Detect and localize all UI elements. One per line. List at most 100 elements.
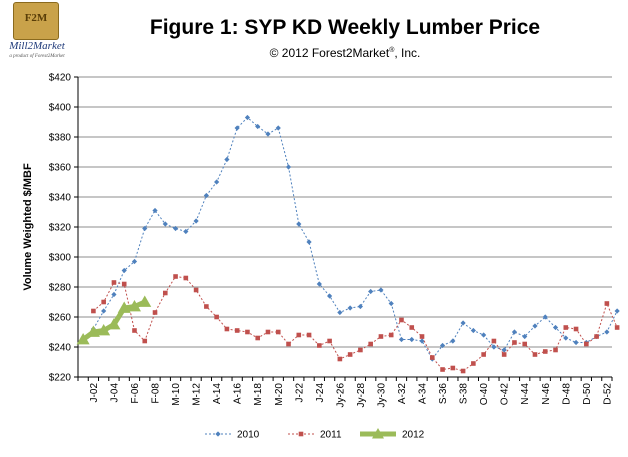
y-tick-label: $420 <box>49 73 72 84</box>
data-point <box>409 325 415 330</box>
y-tick-label: $240 <box>49 343 72 354</box>
data-point <box>481 332 487 338</box>
data-point <box>193 218 199 224</box>
data-point <box>296 332 302 338</box>
legend-label: 2010 <box>237 430 260 441</box>
y-tick-label: $300 <box>49 253 72 264</box>
data-point <box>450 365 456 371</box>
x-tick-label: S-36 <box>438 383 449 405</box>
data-point <box>378 287 384 293</box>
data-point <box>244 114 251 121</box>
series-2011 <box>91 274 620 374</box>
series-2012 <box>76 295 152 345</box>
data-point <box>286 341 291 347</box>
data-point <box>326 293 333 299</box>
subtitle-registered-mark: ® <box>389 47 395 54</box>
x-tick-label: Jy-28 <box>356 383 367 408</box>
data-point <box>450 338 456 344</box>
data-point <box>573 326 579 332</box>
data-point <box>285 164 292 170</box>
data-point <box>306 239 312 245</box>
x-tick-label: M-12 <box>192 383 203 406</box>
legend-label: 2011 <box>320 430 342 441</box>
y-axis-label: Volume Weighted $/MBF <box>22 163 34 291</box>
logo-badge: F2M <box>13 2 59 40</box>
x-tick-label: J-02 <box>89 383 100 403</box>
data-point <box>491 338 497 344</box>
data-point <box>162 290 168 296</box>
x-tick-label: D-52 <box>602 383 613 405</box>
x-tick-label: N-44 <box>520 383 531 405</box>
logo-tagline: a product of Forest2Market <box>9 54 65 59</box>
y-tick-label: $380 <box>49 133 72 144</box>
data-point <box>255 123 261 130</box>
data-point <box>316 281 322 287</box>
data-point <box>573 339 579 346</box>
y-tick-label: $340 <box>49 193 72 204</box>
data-point <box>357 303 364 310</box>
data-point <box>542 349 548 354</box>
data-point <box>419 338 425 344</box>
data-point <box>460 368 466 374</box>
data-point <box>614 325 620 330</box>
data-point <box>460 320 466 326</box>
data-point <box>317 343 322 348</box>
data-point <box>97 324 111 336</box>
data-point <box>245 329 250 335</box>
data-point <box>111 280 117 285</box>
data-point <box>388 300 394 307</box>
data-point <box>563 335 569 341</box>
series-line-2010 <box>92 116 618 360</box>
y-tick-label: $320 <box>49 223 72 234</box>
data-point <box>76 333 90 345</box>
gridlines <box>78 76 612 378</box>
series-line-2011 <box>93 275 618 372</box>
x-tick-label: N-46 <box>541 383 552 405</box>
data-point <box>132 328 137 333</box>
y-axis-ticks: $220 $240 $260 $280 $300 $320 $340 $360 $380 $400… <box>49 73 78 384</box>
x-tick-label: A-14 <box>212 383 223 405</box>
data-point <box>522 333 528 340</box>
data-point <box>117 301 131 313</box>
data-point <box>111 291 117 298</box>
data-point <box>121 281 127 287</box>
data-point <box>101 308 107 314</box>
legend-item-2011: 2011 <box>288 430 342 441</box>
data-point <box>532 323 538 329</box>
y-tick-label: $280 <box>49 283 72 294</box>
y-tick-label: $400 <box>49 103 72 114</box>
y-tick-label: $360 <box>49 163 72 174</box>
subtitle-suffix: , Inc. <box>394 46 421 60</box>
data-point <box>604 301 610 306</box>
data-point <box>298 431 304 437</box>
data-point <box>173 274 178 279</box>
data-point <box>214 314 219 320</box>
data-point <box>296 221 302 227</box>
data-point <box>398 336 405 343</box>
data-point <box>347 305 353 311</box>
data-point <box>429 355 435 360</box>
data-point <box>107 318 121 330</box>
legend-label: 2012 <box>402 430 425 441</box>
data-point <box>306 332 312 338</box>
data-point <box>481 352 486 357</box>
data-point <box>372 428 384 439</box>
data-point <box>388 332 394 338</box>
data-point <box>91 308 96 314</box>
data-point <box>594 334 599 339</box>
x-tick-label: A-34 <box>418 383 429 405</box>
data-point <box>215 431 221 437</box>
data-point <box>491 344 497 350</box>
data-point <box>234 328 240 333</box>
subtitle-main: © 2012 Forest2Market <box>269 46 390 60</box>
series-2010 <box>90 114 620 362</box>
data-point <box>203 192 209 199</box>
x-tick-label: D-50 <box>582 383 593 405</box>
data-point <box>275 329 281 335</box>
logo-brand: Mill2Market <box>9 40 65 52</box>
data-point <box>522 341 528 347</box>
x-tick-label: M-20 <box>274 383 285 406</box>
data-point <box>127 300 141 312</box>
x-tick-label: J-22 <box>294 383 305 403</box>
